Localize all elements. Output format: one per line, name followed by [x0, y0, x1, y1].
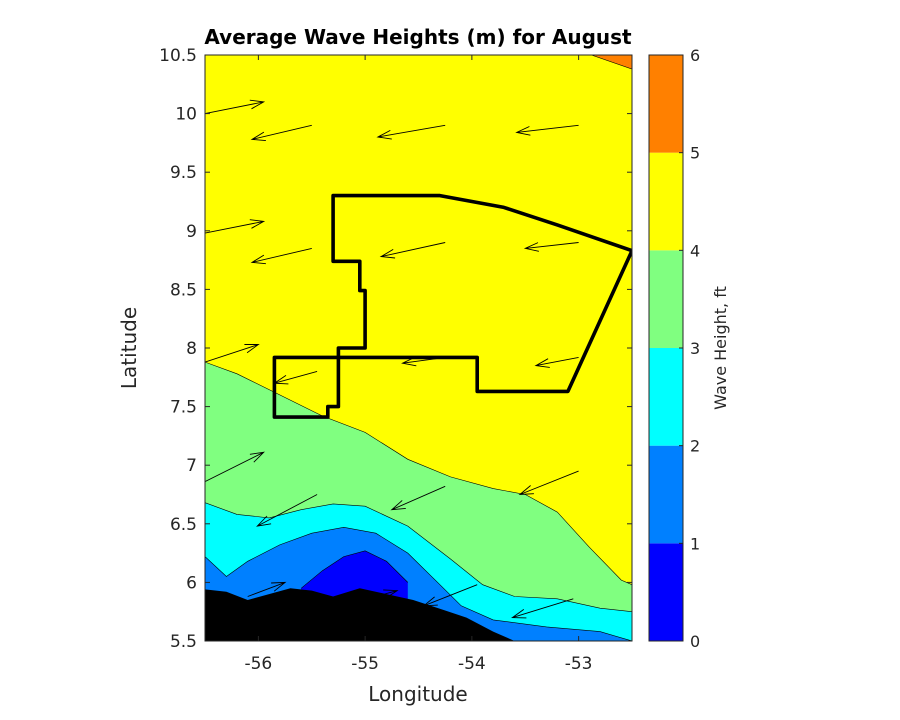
land-layer: [205, 588, 515, 641]
contour-line-1: [300, 550, 409, 589]
colorbar-label: Wave Height, ft: [711, 286, 730, 410]
colorbar-tick-label: 1: [690, 534, 700, 553]
wind-vector: [515, 124, 579, 136]
colorbar-blocks: [649, 55, 683, 641]
wind-vector: [205, 219, 266, 234]
colorbar-block: [649, 250, 683, 348]
colorbar-ticks: 0 1 2 3 4 5 6: [679, 46, 700, 651]
contour-fill-5-6: [591, 55, 632, 70]
y-tick-label: 9.5: [170, 163, 197, 183]
wind-vector: [511, 598, 574, 619]
wind-vector: [375, 589, 399, 599]
colorbar-tick-label: 0: [690, 632, 700, 651]
x-tick-label: -55: [351, 654, 379, 674]
land-mass: [205, 588, 515, 641]
contour-line-2: [205, 526, 632, 641]
wind-vector: [250, 247, 312, 265]
wind-vector: [401, 356, 446, 367]
colorbar-block: [649, 348, 683, 446]
y-tick-label: 5.5: [170, 632, 197, 652]
contour-line-4: [205, 361, 632, 585]
x-tick-label: -54: [458, 654, 486, 674]
contour-line-3: [205, 502, 632, 612]
wind-vector: [379, 242, 446, 259]
wind-vector: [376, 124, 446, 140]
plot-area: [205, 55, 632, 641]
wind-vector: [390, 485, 446, 511]
y-tick-label: 8.5: [170, 280, 197, 300]
wind-vector: [250, 124, 312, 142]
colorbar-block: [649, 152, 683, 251]
y-tick-label: 6: [186, 573, 197, 593]
y-tick-label: 8: [186, 339, 197, 359]
wind-vector: [256, 494, 318, 527]
wind-vector: [534, 356, 579, 368]
colorbar-tick-label: 4: [690, 241, 700, 260]
x-tick-label: -56: [244, 654, 272, 674]
wind-vector: [205, 99, 266, 115]
wind-vector: [422, 584, 478, 607]
x-axis-ticks: -56 -55 -54 -53: [244, 55, 593, 674]
y-tick-label: 10.5: [159, 46, 197, 66]
y-tick-label: 9: [186, 222, 197, 242]
wind-vector: [247, 581, 287, 597]
x-tick-label: -53: [565, 654, 593, 674]
colorbar-block: [649, 543, 683, 641]
colorbar-tick-label: 5: [690, 144, 700, 163]
chart-title: Average Wave Heights (m) for August: [204, 25, 632, 49]
wind-vector: [205, 451, 265, 483]
y-tick-label: 10: [175, 105, 197, 125]
wind-vector: [518, 470, 579, 496]
wind-vector: [523, 242, 579, 252]
colorbar-tick-label: 2: [690, 437, 700, 456]
y-axis-label: Latitude: [117, 307, 141, 389]
wind-vector: [205, 344, 260, 363]
y-tick-label: 6.5: [170, 515, 197, 535]
colorbar-tick-label: 6: [690, 46, 700, 65]
y-tick-label: 7: [186, 456, 197, 476]
colorbar: 0 1 2 3 4 5 6 Wave Height, ft: [648, 46, 730, 651]
study-area-outline: [272, 193, 632, 419]
study-area-layer: [272, 193, 632, 419]
y-tick-label: 7.5: [170, 398, 197, 418]
wind-vector: [273, 370, 318, 385]
colorbar-block: [649, 445, 683, 544]
colorbar-block: [649, 55, 683, 153]
wind-vectors: [205, 99, 579, 619]
contour-lines: [205, 361, 632, 641]
x-axis-label: Longitude: [368, 682, 467, 706]
y-axis-ticks: 5.5 6 6.5 7 7.5 8 8.5 9 9.5 10 10.5: [159, 46, 632, 652]
colorbar-tick-label: 3: [690, 339, 700, 358]
